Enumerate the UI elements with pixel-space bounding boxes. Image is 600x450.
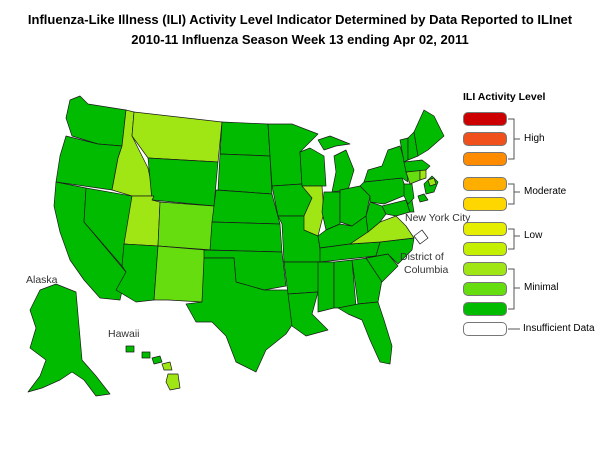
nyc-label: New York City [405,212,471,224]
legend-swatch-level-9 [463,132,507,146]
state-ms [317,261,335,313]
legend-swatch-level-3 [463,262,507,276]
state-nm [153,245,207,303]
nyc-inset [417,175,439,203]
state-md [381,199,411,217]
legend-label-moderate: Moderate [524,186,567,197]
legend-title: ILI Activity Level [463,91,546,103]
legend-label-low: Low [524,230,543,241]
legend-label-insufficient: Insufficient Data [523,323,595,334]
state-tx [185,257,299,373]
state-ak [27,283,111,397]
legend-swatch-level-10 [463,112,507,126]
hawaii-label: Hawaii [108,328,140,340]
legend-swatch-level-1 [463,302,507,316]
legend-swatch-level-8 [463,152,507,166]
alaska-label: Alaska [26,274,58,286]
state-me [413,109,445,157]
legend-label-minimal: Minimal [524,282,559,293]
legend-swatch-level-2 [463,282,507,296]
legend-swatch-level-6 [463,197,507,211]
legend-swatch-level-4 [463,242,507,256]
legend-swatch-level-5 [463,222,507,236]
map-title: Influenza-Like Illness (ILI) Activity Le… [27,12,573,27]
dc-label-line2: Columbia [404,264,449,276]
dc-inset-shape [413,229,429,245]
state-il [301,185,325,237]
state-fl [337,301,393,365]
state-ny [363,145,409,183]
legend-label-high: High [524,133,545,144]
map-subtitle: 2010-11 Influenza Season Week 13 ending … [131,32,469,47]
state-hi [125,345,181,391]
legend-swatch-level-7 [463,177,507,191]
state-wi [299,147,327,187]
state-ma [403,159,431,173]
legend-swatch-insufficient [463,322,507,336]
dc-label-line1: District of [400,251,444,263]
